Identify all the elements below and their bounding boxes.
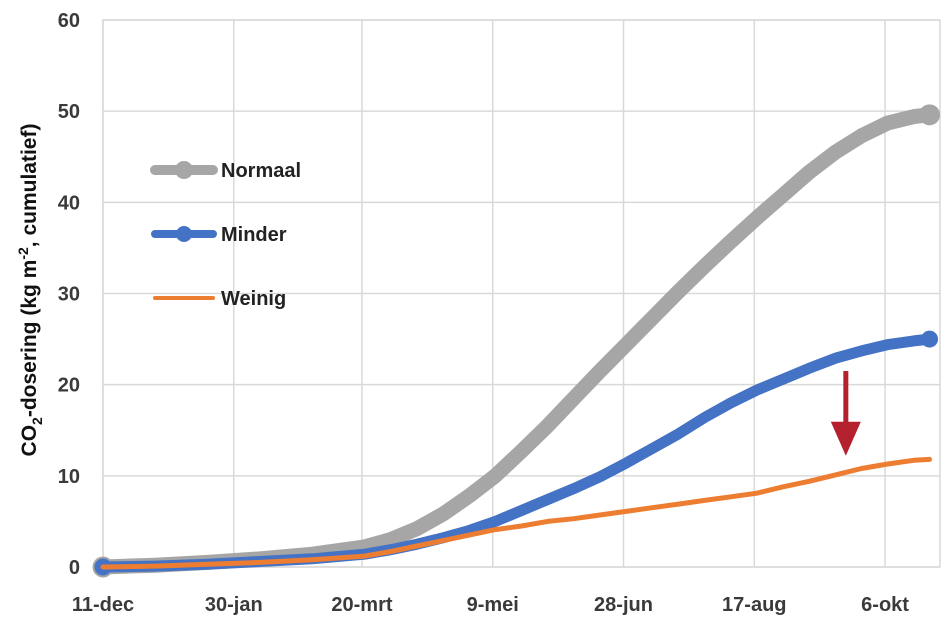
y-tick-labels: 0 10 20 30 40 50 60 xyxy=(58,10,80,579)
series-line-normaal xyxy=(95,107,937,575)
y-axis-label-pre: CO xyxy=(18,425,41,457)
legend-label-minder: Minder xyxy=(221,224,287,246)
x-tick-9-mei: 9-mei xyxy=(467,594,519,616)
legend-label-weinig: Weinig xyxy=(221,288,286,310)
legend-label-normaal: Normaal xyxy=(221,160,301,182)
x-tick-28-jun: 28-jun xyxy=(594,594,653,616)
x-tick-labels: 11-dec 30-jan 20-mrt 9-mei 28-jun 17-aug 6-okt xyxy=(72,594,909,616)
y-axis-label: CO2-dosering (kg m-2, cumulatief) xyxy=(15,124,45,457)
series-line-weinig xyxy=(100,456,932,570)
y-tick-30: 30 xyxy=(58,284,80,306)
y-tick-10: 10 xyxy=(58,466,80,488)
series-end-point-minder xyxy=(921,330,939,348)
y-axis-label-sub: 2 xyxy=(29,417,45,425)
legend-marker-normaal xyxy=(175,161,193,179)
y-tick-0: 0 xyxy=(69,557,80,579)
x-tick-6-okt: 6-okt xyxy=(861,594,909,616)
legend: Normaal Minder Weinig xyxy=(150,160,301,310)
plot-border xyxy=(102,19,941,568)
legend-marker-minder xyxy=(176,226,192,242)
series-end-point-normaal xyxy=(919,104,941,126)
y-tick-20: 20 xyxy=(58,375,80,397)
x-tick-30-jan: 30-jan xyxy=(205,594,263,616)
x-tick-17-aug: 17-aug xyxy=(722,594,786,616)
y-axis-label-post: , cumulatief) xyxy=(18,124,41,248)
series-lines xyxy=(92,104,941,578)
annotation xyxy=(830,370,861,456)
y-tick-50: 50 xyxy=(58,101,80,123)
x-tick-20-mrt: 20-mrt xyxy=(331,594,392,616)
grid-lines xyxy=(102,19,940,568)
arrow-head xyxy=(830,421,861,456)
y-tick-40: 40 xyxy=(58,192,80,214)
plot-frame xyxy=(102,19,941,568)
y-axis-label-mid: -dosering (kg m xyxy=(18,260,41,418)
x-tick-11-dec: 11-dec xyxy=(72,594,134,616)
y-axis-label-sup: -2 xyxy=(15,247,31,260)
y-tick-60: 60 xyxy=(58,10,80,32)
